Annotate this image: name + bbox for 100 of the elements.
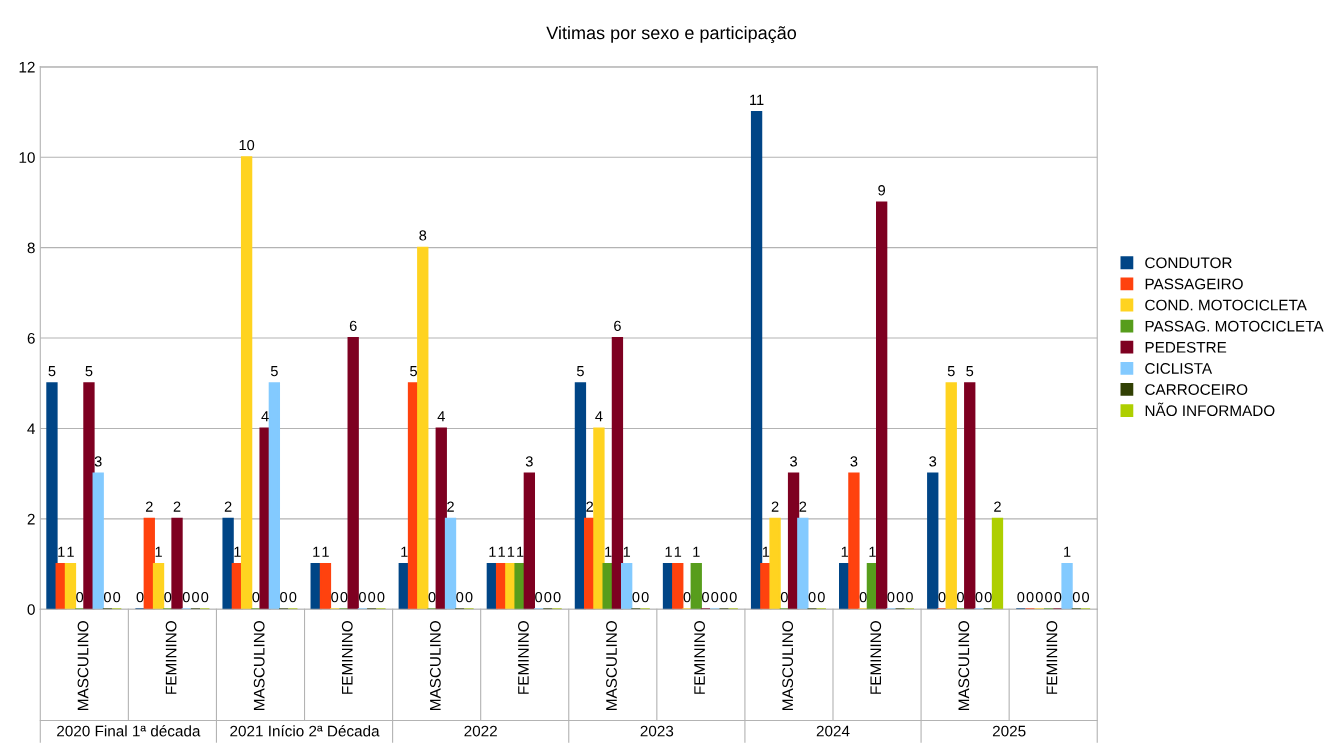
data-label: 1	[869, 546, 876, 557]
data-label: 0	[428, 591, 436, 603]
data-label: 0	[1072, 591, 1080, 603]
data-label: 1	[155, 546, 162, 557]
data-label: 0	[289, 591, 297, 603]
y-tick-label: 0	[27, 604, 35, 615]
data-label: 0	[553, 591, 561, 603]
data-label: 0	[113, 591, 121, 603]
data-label: 0	[280, 591, 288, 603]
x-tick-label: MASCULINO	[253, 621, 265, 710]
x-tick-label: FEMININO	[341, 621, 353, 694]
data-label: 11	[750, 94, 764, 105]
data-label: 1	[517, 546, 524, 557]
data-label: 0	[729, 591, 737, 603]
legend-label: NÃO INFORMADO	[1145, 402, 1275, 417]
legend-label: CONDUTOR	[1145, 257, 1232, 269]
data-label: 9	[878, 185, 886, 196]
data-label: 1	[1064, 546, 1071, 557]
chart-title: Vitimas por sexo e participação	[546, 26, 797, 43]
data-label: 2	[447, 501, 454, 512]
data-label: 3	[929, 456, 937, 467]
data-label: 1	[841, 546, 849, 557]
data-label: 2	[994, 501, 1001, 512]
x-tick-label: FEMININO	[1046, 621, 1058, 694]
data-label: 0	[1035, 591, 1043, 603]
data-label: 5	[966, 366, 974, 377]
data-label: 1	[507, 546, 515, 557]
text: 2024	[816, 725, 850, 737]
data-label: 0	[1026, 591, 1034, 603]
data-label: 1	[605, 546, 612, 557]
data-label: 6	[349, 320, 357, 332]
x-tick-label: FEMININO	[694, 621, 705, 694]
y-tick-label: 12	[19, 61, 35, 73]
y-tick-label: 8	[27, 242, 35, 254]
text: 2025	[992, 725, 1026, 737]
data-label: 0	[975, 591, 983, 603]
data-label: 3	[790, 456, 797, 467]
data-label: 5	[410, 366, 417, 377]
data-label: 0	[702, 591, 709, 603]
data-label: 1	[313, 546, 320, 557]
x-tick-label: MASCULINO	[77, 621, 89, 710]
data-label: 5	[947, 366, 955, 377]
data-label: 0	[896, 591, 904, 603]
data-label: 5	[48, 366, 56, 377]
legend-label: PEDESTRE	[1145, 341, 1227, 353]
data-label: 0	[368, 591, 376, 603]
data-label: 0	[887, 591, 895, 603]
x-tick-label: MASCULINO	[958, 621, 970, 710]
text: 2020 Final 1ª década	[57, 725, 201, 737]
data-label: 2	[224, 501, 232, 512]
data-label: 6	[614, 320, 621, 332]
data-label: 0	[456, 591, 464, 603]
data-label: 0	[1082, 591, 1090, 603]
data-label: 1	[322, 546, 329, 557]
data-label: 4	[595, 411, 603, 422]
data-label: 0	[358, 591, 366, 603]
text: 2023	[640, 725, 674, 737]
data-label: 0	[711, 591, 719, 603]
data-label: 0	[720, 591, 728, 603]
data-label: 0	[201, 591, 209, 603]
data-label: 2	[586, 501, 593, 512]
data-label: 1	[623, 546, 631, 557]
data-label: 0	[340, 591, 348, 603]
data-label: 0	[136, 591, 144, 603]
data-label: 0	[544, 591, 552, 603]
data-label: 0	[938, 591, 946, 603]
data-label: 1	[693, 546, 700, 557]
data-label: 0	[535, 591, 543, 603]
data-label: 0	[331, 591, 339, 603]
data-label: 1	[401, 546, 408, 557]
data-label: 8	[419, 230, 427, 241]
data-label: 1	[762, 546, 770, 557]
data-label: 0	[192, 591, 200, 603]
data-label: 0	[984, 591, 992, 603]
x-tick-label: MASCULINO	[606, 621, 617, 710]
data-label: 0	[1017, 591, 1025, 603]
data-label: 1	[498, 546, 505, 557]
data-label: 5	[576, 366, 584, 377]
data-label: 0	[76, 591, 84, 603]
data-label: 1	[674, 546, 682, 557]
data-label: 0	[780, 591, 788, 603]
data-label: 0	[641, 591, 649, 603]
legend-label: COND. MOTOCICLETA	[1145, 299, 1307, 311]
y-tick-label: 6	[27, 332, 35, 344]
legend-label: PASSAGEIRO	[1145, 278, 1243, 290]
data-label: 0	[905, 591, 913, 603]
legend-label: CARROCEIRO	[1145, 384, 1248, 395]
text: 2022	[464, 725, 497, 737]
x-tick-label: FEMININO	[870, 621, 882, 694]
data-label: 0	[957, 591, 964, 603]
data-label: 0	[103, 591, 111, 603]
data-label: 1	[489, 546, 496, 557]
data-label: 0	[683, 591, 691, 603]
data-label: 5	[270, 366, 278, 377]
data-label: 2	[799, 501, 807, 512]
data-label: 10	[239, 139, 255, 151]
x-tick-label: FEMININO	[165, 621, 177, 694]
data-label: 5	[85, 366, 93, 377]
y-tick-label: 2	[27, 513, 35, 525]
data-label: 2	[771, 501, 779, 512]
